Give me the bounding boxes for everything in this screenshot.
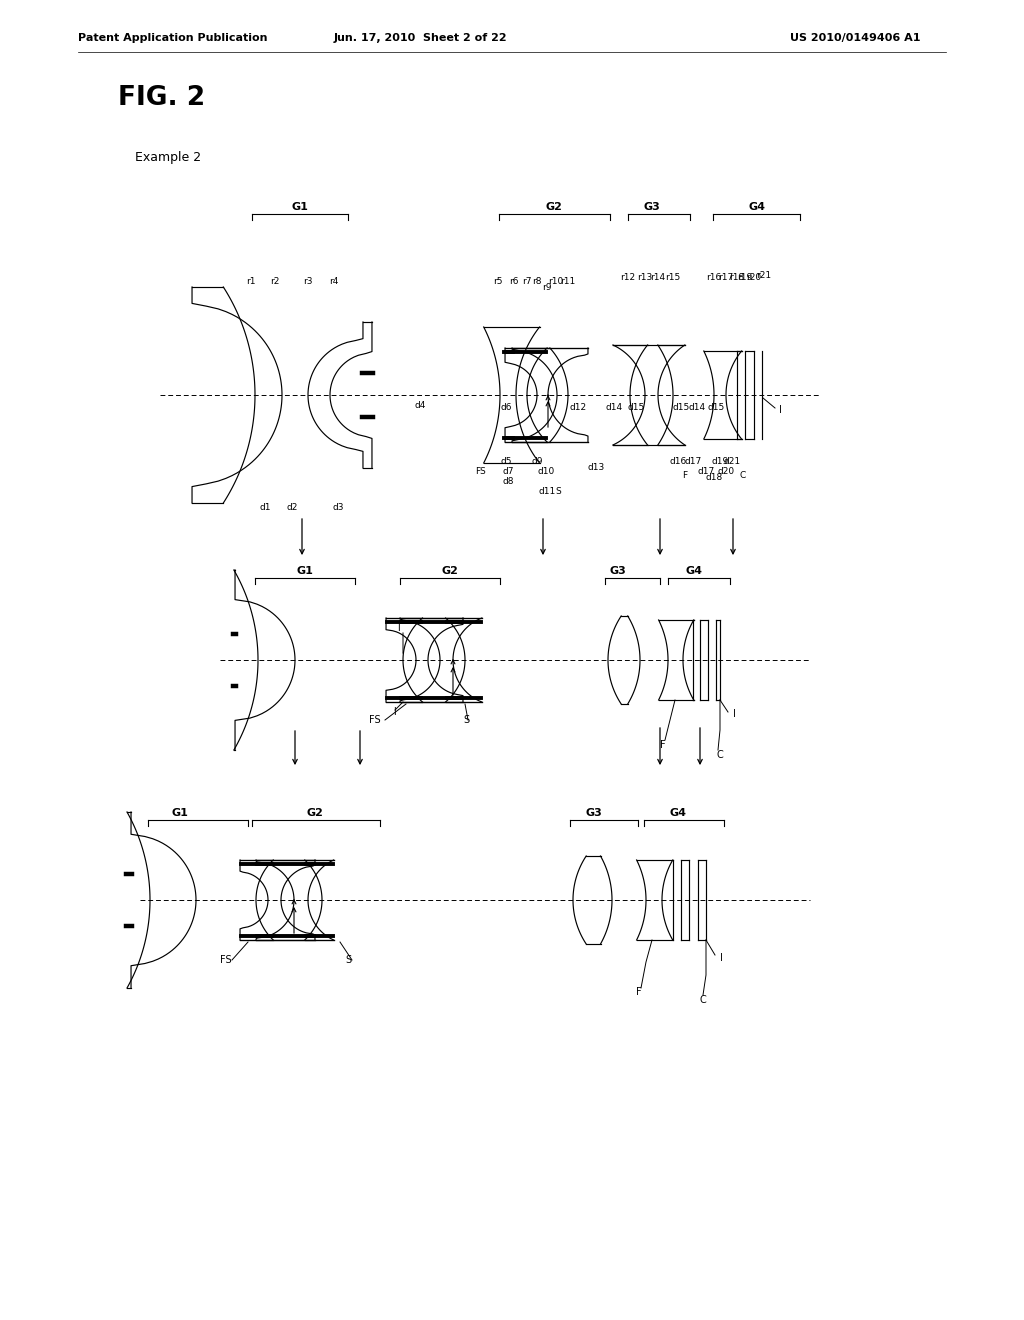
Text: r6: r6 [509,277,519,286]
Text: F: F [636,987,642,997]
Text: S: S [555,487,561,496]
Text: d2: d2 [287,503,298,512]
Text: Example 2: Example 2 [135,152,201,165]
Text: r18: r18 [729,273,744,282]
Text: d3: d3 [332,503,344,512]
Text: r7: r7 [522,277,531,286]
Text: d14: d14 [688,404,706,412]
Text: r9: r9 [543,284,552,293]
Text: d10: d10 [538,467,555,477]
Text: d15: d15 [628,404,645,412]
Text: d12: d12 [569,404,587,412]
Text: C: C [717,750,723,760]
Text: d11: d11 [539,487,556,496]
Text: d21: d21 [723,458,740,466]
Text: r10: r10 [549,277,563,286]
Text: F: F [682,470,687,479]
Text: r13: r13 [637,273,652,282]
Text: G2: G2 [546,202,562,213]
Text: Patent Application Publication: Patent Application Publication [78,33,267,44]
Text: d20: d20 [718,467,734,477]
Text: G1: G1 [172,808,188,818]
Text: G3: G3 [644,202,660,213]
Text: FS: FS [370,715,381,725]
Text: G1: G1 [297,566,313,576]
Text: G2: G2 [441,566,459,576]
Text: d19: d19 [712,458,729,466]
Text: r3: r3 [303,277,312,286]
Text: FS: FS [220,954,231,965]
Text: r1: r1 [246,277,256,286]
Text: G3: G3 [609,566,627,576]
Text: r14: r14 [650,273,666,282]
Text: I: I [733,709,736,719]
Text: G4: G4 [685,566,702,576]
Text: d7: d7 [502,467,514,477]
Text: Jun. 17, 2010  Sheet 2 of 22: Jun. 17, 2010 Sheet 2 of 22 [333,33,507,44]
Text: d14: d14 [605,404,623,412]
Text: d15: d15 [708,404,725,412]
Text: r11: r11 [560,277,575,286]
Text: S: S [463,715,469,725]
Text: d1: d1 [259,503,270,512]
Text: d5: d5 [501,458,512,466]
Text: d6: d6 [501,404,512,412]
Text: I: I [720,953,723,964]
Text: C: C [740,470,746,479]
Text: FS: FS [475,467,485,477]
Text: r15: r15 [666,273,681,282]
Text: d9: d9 [531,458,543,466]
Text: S: S [345,954,351,965]
Text: F: F [660,741,666,750]
Text: d17: d17 [697,467,715,477]
Text: l: l [397,623,400,634]
Text: G1: G1 [292,202,308,213]
Text: G4: G4 [749,202,766,213]
Text: d17: d17 [684,458,701,466]
Text: r5: r5 [494,277,503,286]
Text: G3: G3 [586,808,602,818]
Text: d16: d16 [670,458,687,466]
Text: I: I [779,405,782,414]
Text: G4: G4 [670,808,686,818]
Text: r4: r4 [330,277,339,286]
Text: r16: r16 [707,273,722,282]
Text: C: C [699,995,707,1005]
Text: r20: r20 [746,273,762,282]
Text: FIG. 2: FIG. 2 [118,84,205,111]
Text: l: l [393,708,396,717]
Text: d4: d4 [415,401,426,411]
Text: r8: r8 [532,277,542,286]
Text: r17: r17 [719,273,733,282]
Text: r21: r21 [757,272,771,281]
Text: d13: d13 [588,463,604,473]
Text: r19: r19 [737,273,753,282]
Text: d8: d8 [502,478,514,487]
Text: d18: d18 [706,474,723,483]
Text: G2: G2 [306,808,324,818]
Text: d15: d15 [673,404,689,412]
Text: r2: r2 [270,277,280,286]
Text: US 2010/0149406 A1: US 2010/0149406 A1 [790,33,921,44]
Text: r12: r12 [621,273,636,282]
